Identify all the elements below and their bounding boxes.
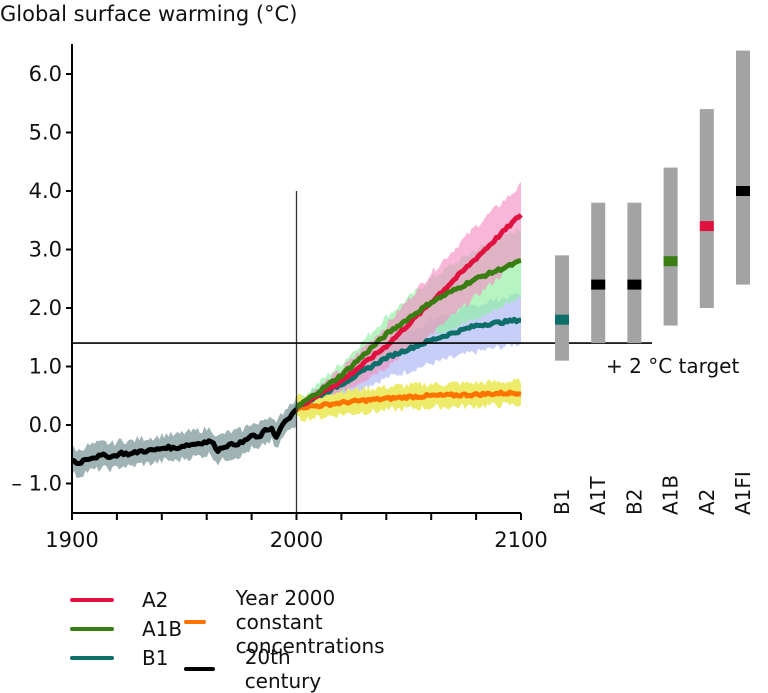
band-year-2000-constant-concentrations	[296, 378, 521, 422]
range-bars: B1 A1T B2 A1B A2 A1FI	[550, 50, 755, 515]
y-tick-label: – 1.0	[11, 472, 62, 496]
legend-label: 20th century	[244, 645, 322, 693]
legend-item-constant: Year 2000 constant concentrations	[184, 586, 407, 658]
x-tick-label: 2100	[494, 528, 547, 552]
best-estimate-b1	[555, 314, 569, 325]
y-tick-label: 4.0	[29, 179, 62, 203]
target-label: + 2 °C target	[606, 354, 739, 378]
line-a2	[295, 213, 523, 410]
axes: 6.0 5.0 4.0 3.0 2.0 1.0 0.0 – 1.0 1900 2000 2100	[11, 44, 548, 552]
range-bar-label: B1	[550, 489, 574, 515]
legend-label: A2	[142, 588, 169, 612]
best-estimate-a1b	[663, 256, 678, 267]
legend-label: B1	[142, 646, 169, 670]
best-estimate-b2	[627, 279, 642, 290]
series-lines	[71, 213, 523, 466]
legend-label: A1B	[142, 617, 183, 641]
legend-item-20th-century: 20th century	[184, 645, 335, 693]
y-tick-label: 6.0	[29, 62, 62, 86]
range-bar-label: A2	[695, 489, 719, 515]
legend-swatch	[70, 598, 114, 602]
line-20th-century	[71, 407, 299, 466]
range-bar-a1b	[663, 167, 678, 326]
line-year-2000-constant-concentrations	[296, 389, 522, 412]
range-bar-b2	[627, 202, 642, 344]
chart-canvas: 6.0 5.0 4.0 3.0 2.0 1.0 0.0 – 1.0 1900 2000 2100 B…	[11, 44, 755, 552]
line-a1b	[295, 258, 522, 410]
range-bar-b1	[555, 255, 569, 361]
range-bar-a2	[699, 109, 714, 308]
legend-item-a1b: A1B	[70, 617, 182, 641]
range-bar-a1fi	[736, 50, 750, 285]
range-bar-a1t	[591, 202, 606, 344]
best-estimate-a1t	[591, 279, 606, 290]
range-bar-label: A1FI	[731, 471, 755, 515]
legend-swatch	[184, 667, 215, 671]
y-tick-label: 3.0	[29, 238, 62, 262]
y-tick-label: 5.0	[29, 121, 62, 145]
best-estimate-a1fi	[736, 186, 750, 196]
range-bar-label: B2	[622, 489, 646, 515]
legend-swatch	[70, 627, 114, 631]
x-tick-label: 2000	[270, 528, 323, 552]
y-tick-label: 1.0	[29, 355, 62, 379]
range-bar-label: A1B	[659, 475, 683, 515]
x-tick-label: 1900	[45, 528, 98, 552]
legend-item-b1: B1	[70, 646, 168, 670]
legend-swatch	[184, 620, 206, 624]
best-estimate-a2	[699, 221, 714, 232]
band-a2	[296, 181, 521, 414]
range-bar-label: A1T	[586, 476, 610, 515]
legend-swatch	[70, 656, 114, 660]
legend-label: Year 2000 constant concentrations	[235, 586, 385, 658]
y-tick-label: 0.0	[29, 413, 62, 437]
legend-item-a2: A2	[70, 588, 168, 612]
y-tick-label: 2.0	[29, 296, 62, 320]
chart-title: Global surface warming (°C)	[0, 2, 298, 26]
